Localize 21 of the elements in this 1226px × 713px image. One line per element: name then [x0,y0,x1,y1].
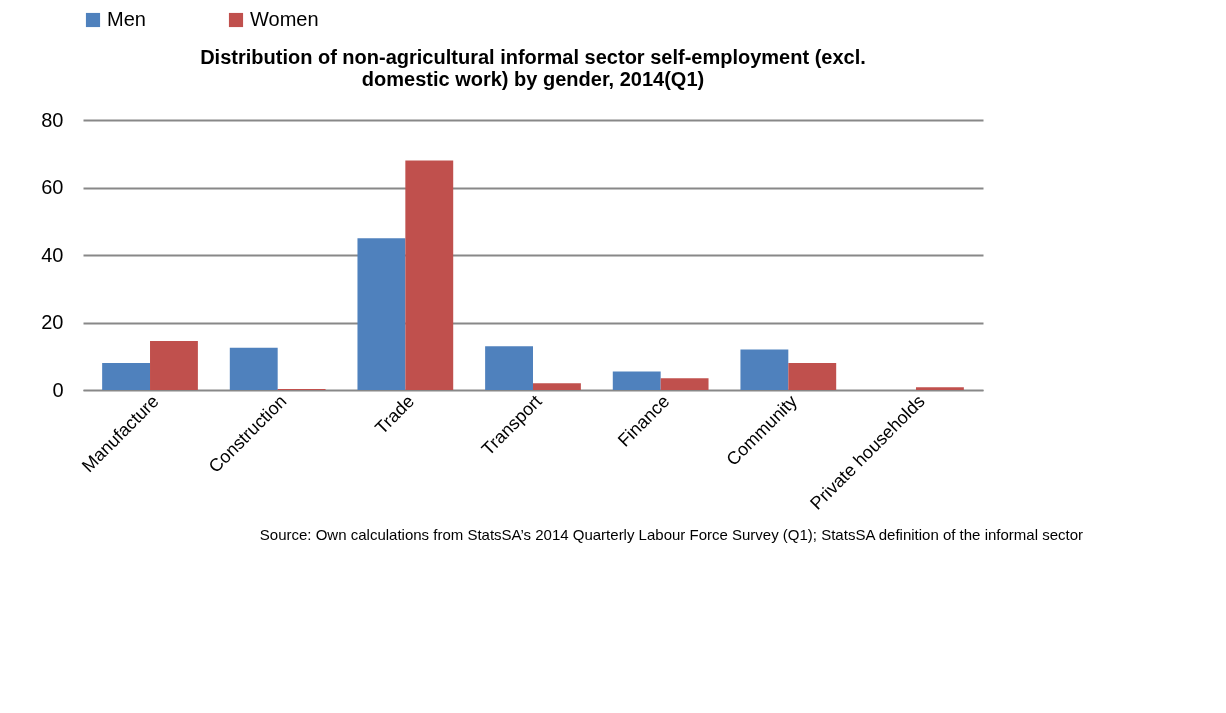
bar [740,349,789,390]
bar [357,238,406,390]
chart-title: Distribution of non-agricultural informal sector self-employment (excl. domestic work) by gender, 2014(Q1) [200,46,866,90]
source-note: Source: Own calculations from StatsSA’s 2014 Quarterly Labour Force Survey (Q1); StatsSA definition of the informal sector [259,526,1083,543]
bar [915,387,964,390]
y-tick-label: 40 [41,243,64,266]
legend-label: Men [107,8,146,30]
bar [405,160,454,390]
bar [788,363,837,390]
bar [612,371,661,390]
y-tick-label: 80 [41,108,64,131]
bar [102,363,151,390]
bar [150,341,198,390]
legend-label: Women [250,8,319,30]
y-tick-label: 20 [41,311,64,333]
bar [229,347,278,390]
bar [485,346,533,390]
bar [533,383,581,390]
bar [660,378,709,390]
y-tick-label: 0 [52,378,64,401]
y-tick-label: 60 [41,176,64,198]
